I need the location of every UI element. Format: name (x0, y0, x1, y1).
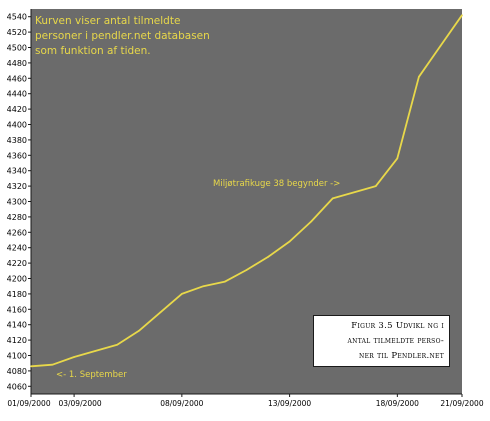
y-tick-label: 4480 (7, 59, 27, 68)
caption-line-1: Figur 3.5 Udvikl ng i (351, 321, 444, 331)
data-point (94, 350, 97, 352)
y-tick-label: 4100 (7, 352, 27, 361)
y-tick-label: 4060 (7, 382, 27, 391)
data-point (137, 330, 140, 332)
data-point (331, 197, 334, 200)
event-marker-annotation: Miljøtrafikuge 38 begynder -> (213, 179, 340, 189)
data-point (461, 14, 463, 16)
data-point (159, 311, 162, 314)
y-tick-label: 4080 (7, 367, 27, 376)
y-tick-label: 4220 (7, 259, 27, 268)
x-tick-label: 08/09/2000 (160, 399, 203, 408)
y-tick-label: 4120 (7, 336, 27, 345)
y-tick-label: 4260 (7, 228, 27, 237)
data-point (353, 191, 356, 194)
figure-caption: Figur 3.5 Udvikl ng i antal tilmeldte pe… (313, 315, 450, 367)
x-tick-label: 13/09/2000 (268, 399, 311, 408)
data-point (418, 75, 420, 78)
y-tick-label: 4180 (7, 290, 27, 299)
y-tick-label: 4500 (7, 44, 27, 53)
data-point (267, 256, 269, 258)
data-point (288, 240, 291, 243)
y-tick-label: 4400 (7, 121, 27, 130)
y-tick-label: 4280 (7, 213, 27, 222)
series-group (30, 14, 463, 368)
y-tick-label: 4300 (7, 198, 27, 207)
x-tick-label: 21/09/2000 (440, 399, 483, 408)
y-tick-label: 4160 (7, 305, 27, 314)
y-tick-label: 4380 (7, 136, 27, 145)
y-tick-label: 4320 (7, 182, 27, 191)
caption-line-3: ner til Pendler.net (359, 351, 444, 361)
x-tick-label: 18/09/2000 (376, 399, 419, 408)
data-point (116, 343, 118, 346)
data-point (439, 45, 442, 47)
caption-line-2: antal tilmeldte perso- (347, 336, 444, 346)
y-tick-label: 4360 (7, 151, 27, 160)
data-point (73, 356, 75, 358)
data-point (181, 293, 183, 295)
data-point (51, 363, 54, 366)
description-line-1: Kurven viser antal tilmeldte (35, 15, 180, 27)
y-tick-label: 4540 (7, 13, 27, 22)
data-point (30, 365, 32, 368)
y-tick-label: 4520 (7, 28, 27, 37)
data-point (224, 280, 226, 283)
data-point (202, 285, 205, 288)
start-marker-annotation: <- 1. September (56, 370, 127, 380)
description-line-2: personer i pendler.net databasen (35, 30, 210, 42)
y-tick-label: 4200 (7, 275, 27, 284)
y-tick-label: 4420 (7, 105, 27, 114)
x-axis-ticks: 01/09/2000 03/09/2000 08/09/2000 13/09/2000… (7, 394, 484, 408)
y-axis-ticks: 4060 4080 4100 4120 4140 4160 4180 4200 4220 4240… (7, 13, 31, 391)
data-point (310, 220, 312, 223)
x-tick-label: 01/09/2000 (7, 399, 50, 408)
data-point (396, 157, 399, 160)
y-tick-label: 4460 (7, 74, 27, 83)
y-tick-label: 4440 (7, 90, 27, 99)
data-point (375, 185, 377, 187)
data-point (245, 269, 248, 271)
y-tick-label: 4240 (7, 244, 27, 253)
y-tick-label: 4140 (7, 321, 27, 330)
description-line-3: som funktion af tiden. (35, 45, 151, 57)
x-tick-label: 03/09/2000 (58, 399, 101, 408)
y-tick-label: 4340 (7, 167, 27, 176)
